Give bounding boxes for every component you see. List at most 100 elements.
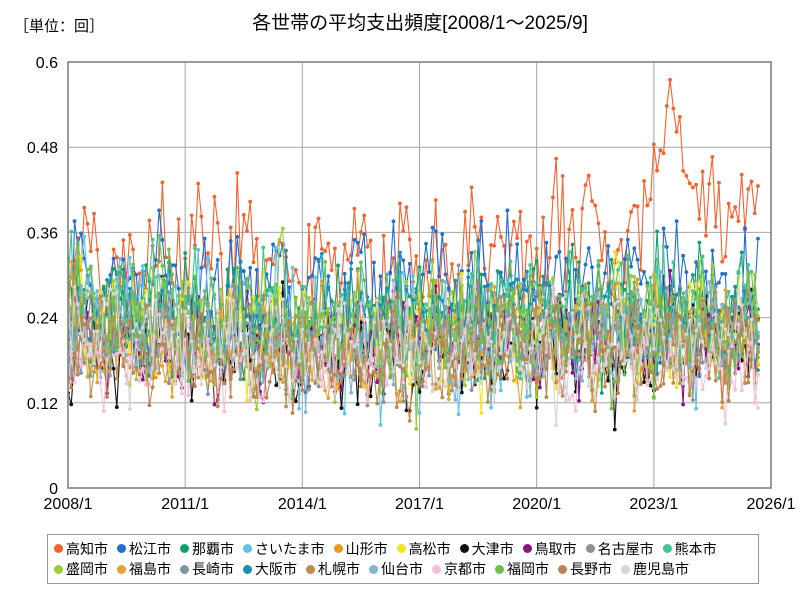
series-marker	[391, 300, 396, 304]
series-marker	[153, 375, 158, 380]
series-marker	[577, 398, 581, 403]
series-marker	[365, 304, 370, 308]
series-marker	[746, 263, 751, 267]
legend-item-鳥取市[interactable]: 鳥取市	[522, 541, 577, 557]
x-axis-tick-label: 2008/1	[44, 496, 93, 513]
series-marker	[606, 378, 611, 383]
series-marker	[648, 305, 653, 310]
series-marker	[713, 312, 718, 317]
series-marker	[648, 275, 653, 280]
legend-item-那覇市[interactable]: 那覇市	[180, 541, 234, 557]
series-marker	[739, 172, 744, 177]
series-marker	[264, 395, 269, 400]
series-marker	[453, 368, 458, 373]
series-marker	[733, 332, 738, 337]
series-marker	[420, 384, 425, 389]
series-marker	[118, 319, 122, 324]
series-marker	[531, 340, 536, 345]
legend-item-盛岡市[interactable]: 盛岡市	[54, 561, 108, 577]
series-marker	[121, 353, 126, 358]
legend-item-長崎市[interactable]: 長崎市	[180, 561, 234, 577]
series-marker	[267, 364, 272, 369]
series-marker	[612, 427, 617, 432]
series-marker	[82, 337, 87, 342]
legend-item-長野市[interactable]: 長野市	[558, 561, 612, 577]
series-marker	[726, 398, 731, 403]
series-marker	[668, 268, 673, 273]
series-marker	[284, 312, 288, 317]
legend-item-高松市[interactable]: 高松市	[396, 541, 451, 557]
series-marker	[251, 260, 256, 265]
series-marker	[137, 337, 142, 342]
legend-item-熊本市[interactable]: 熊本市	[662, 541, 717, 557]
legend-item-松江市[interactable]: 松江市	[117, 541, 171, 557]
legend-item-福岡市[interactable]: 福岡市	[495, 561, 549, 577]
series-marker	[108, 366, 113, 371]
series-marker	[433, 280, 438, 284]
series-marker	[368, 394, 373, 399]
series-marker	[681, 339, 686, 344]
series-marker	[518, 366, 523, 371]
series-marker	[339, 297, 344, 302]
series-marker	[157, 339, 162, 344]
series-marker	[625, 237, 630, 242]
series-marker	[258, 326, 262, 331]
series-marker	[580, 378, 585, 383]
series-marker	[586, 281, 591, 286]
legend-item-大阪市[interactable]: 大阪市	[243, 561, 297, 577]
legend-item-札幌市[interactable]: 札幌市	[306, 561, 360, 577]
legend-item-大津市[interactable]: 大津市	[459, 541, 514, 557]
series-marker	[541, 295, 546, 299]
series-marker	[420, 356, 425, 361]
series-marker	[372, 370, 376, 375]
series-marker	[248, 285, 253, 290]
legend-item-さいたま市[interactable]: さいたま市	[243, 541, 325, 557]
legend-item-福島市[interactable]: 福島市	[117, 561, 171, 577]
series-marker	[385, 286, 389, 291]
series-marker	[466, 340, 471, 345]
legend-item-山形市[interactable]: 山形市	[333, 541, 388, 557]
series-marker	[212, 352, 217, 357]
series-marker	[459, 268, 464, 273]
series-marker	[346, 333, 350, 337]
series-marker	[638, 349, 643, 354]
legend-item-京都市[interactable]: 京都市	[432, 561, 486, 577]
series-marker	[658, 370, 663, 375]
series-marker	[489, 339, 493, 344]
series-marker	[98, 364, 103, 369]
series-marker	[114, 348, 119, 353]
series-marker	[186, 280, 191, 285]
legend-item-名古屋市[interactable]: 名古屋市	[585, 541, 654, 557]
series-marker	[359, 230, 363, 235]
series-marker	[713, 284, 718, 289]
legend-item-鹿児島市[interactable]: 鹿児島市	[621, 561, 689, 577]
series-marker	[756, 373, 760, 377]
series-marker	[635, 397, 640, 402]
series-marker	[681, 381, 686, 386]
legend-item-高知市[interactable]: 高知市	[54, 541, 108, 557]
series-marker	[433, 284, 438, 288]
series-marker	[92, 211, 96, 216]
series-marker	[287, 400, 292, 405]
series-marker	[241, 213, 246, 217]
series-marker	[352, 344, 357, 349]
series-marker	[723, 421, 728, 426]
series-marker	[114, 277, 119, 281]
series-marker	[114, 351, 119, 356]
series-marker	[749, 291, 754, 296]
series-marker	[313, 381, 318, 386]
series-marker	[485, 400, 490, 404]
series-marker	[479, 215, 484, 220]
legend-item-仙台市[interactable]: 仙台市	[369, 561, 423, 577]
series-marker	[147, 276, 152, 281]
series-marker	[411, 298, 415, 302]
series-marker	[476, 238, 480, 243]
series-marker	[385, 305, 389, 310]
series-marker	[72, 219, 77, 224]
series-marker	[121, 364, 126, 369]
series-marker	[98, 381, 103, 385]
series-marker	[756, 368, 760, 373]
series-marker	[206, 256, 210, 260]
series-marker	[541, 215, 546, 220]
series-marker	[313, 256, 318, 261]
